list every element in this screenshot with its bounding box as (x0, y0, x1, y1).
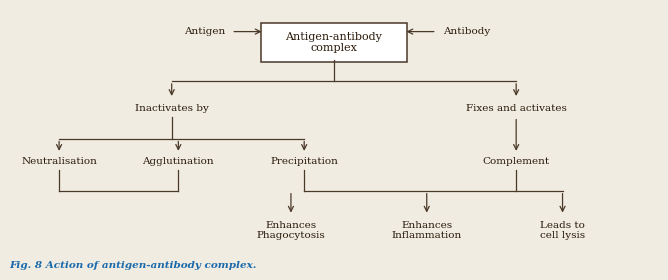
FancyBboxPatch shape (261, 23, 407, 62)
Text: Leads to
cell lysis: Leads to cell lysis (540, 221, 585, 240)
Text: Enhances
Phagocytosis: Enhances Phagocytosis (257, 221, 325, 240)
Text: Enhances
Inflammation: Enhances Inflammation (391, 221, 462, 240)
Text: Antigen-antibody
complex: Antigen-antibody complex (285, 32, 383, 53)
Text: Complement: Complement (482, 157, 550, 166)
Text: Neutralisation: Neutralisation (21, 157, 97, 166)
Text: Fixes and activates: Fixes and activates (466, 104, 566, 113)
Text: Fig. 8 Action of antigen-antibody complex.: Fig. 8 Action of antigen-antibody comple… (9, 261, 257, 270)
Text: Agglutination: Agglutination (142, 157, 214, 166)
Text: Antigen: Antigen (184, 27, 225, 36)
Text: Precipitation: Precipitation (271, 157, 338, 166)
Text: Inactivates by: Inactivates by (135, 104, 208, 113)
Text: Antibody: Antibody (443, 27, 490, 36)
